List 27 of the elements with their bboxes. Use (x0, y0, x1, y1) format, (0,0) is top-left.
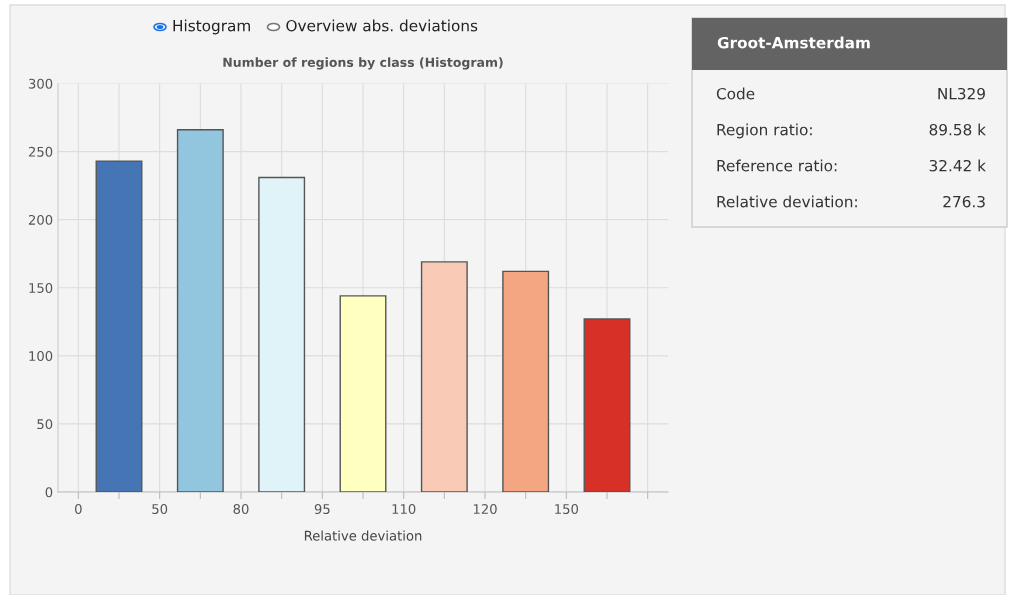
y-tick-label: 50 (37, 419, 53, 430)
text: Groot-Amsterdam (717, 36, 870, 49)
text: Histogram (173, 19, 250, 35)
y-tick-label: 100 (29, 351, 53, 362)
x-tick-label: 120 (473, 504, 497, 515)
text: 276.3 (943, 195, 985, 208)
x-tick-label: 50 (152, 504, 168, 515)
y-tick-label: 150 (29, 282, 53, 293)
text: 89.58 k (929, 123, 986, 136)
text: Code (716, 87, 755, 100)
x-tick-label: 95 (314, 504, 330, 515)
text: Overview abs. deviations (286, 19, 478, 32)
y-tick-label: 0 (45, 487, 53, 498)
text: NL329 (938, 87, 985, 100)
x-tick-label: 80 (233, 504, 249, 515)
y-tick-label: 300 (28, 78, 53, 89)
chart-title: Number of regions by class (Histogram) (223, 57, 503, 70)
text: Region ratio: (717, 123, 812, 139)
x-tick-label: 0 (75, 504, 82, 515)
x-axis-title: Relative deviation (304, 530, 422, 541)
y-tick-label: 250 (28, 146, 53, 157)
x-tick-label: 110 (392, 504, 416, 515)
text: 32.42 k (929, 159, 986, 172)
x-tick-label: 150 (555, 504, 579, 515)
text: Relative deviation: (717, 195, 857, 208)
text: Reference ratio: (717, 159, 837, 172)
y-tick-label: 200 (28, 214, 53, 225)
